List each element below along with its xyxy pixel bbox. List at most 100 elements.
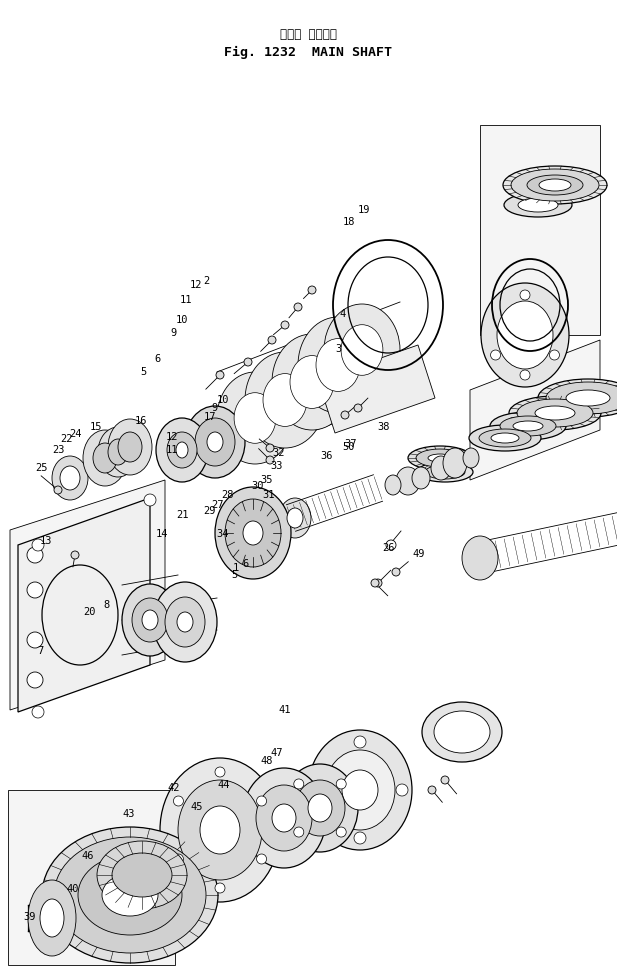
Ellipse shape (263, 373, 307, 426)
Polygon shape (470, 340, 600, 480)
Circle shape (396, 784, 408, 796)
Ellipse shape (132, 598, 168, 642)
Circle shape (27, 547, 43, 563)
Text: 5: 5 (141, 368, 147, 377)
Circle shape (281, 321, 289, 329)
Text: 41: 41 (279, 705, 291, 715)
Circle shape (341, 411, 349, 419)
Ellipse shape (40, 899, 64, 937)
Text: 27: 27 (211, 500, 223, 510)
Text: 16: 16 (135, 416, 147, 426)
Ellipse shape (481, 283, 569, 387)
Ellipse shape (491, 433, 519, 443)
Text: 38: 38 (378, 422, 390, 432)
Ellipse shape (408, 446, 472, 470)
Ellipse shape (256, 785, 312, 851)
Polygon shape (480, 125, 600, 335)
Ellipse shape (425, 465, 465, 479)
Ellipse shape (417, 462, 473, 482)
Ellipse shape (122, 584, 178, 656)
Ellipse shape (416, 449, 464, 467)
Circle shape (520, 370, 530, 380)
Text: 15: 15 (89, 422, 102, 432)
Text: 5: 5 (231, 570, 238, 580)
Text: 24: 24 (69, 429, 81, 439)
Text: 13: 13 (40, 536, 52, 546)
Ellipse shape (242, 768, 326, 868)
Text: 42: 42 (168, 783, 180, 793)
Text: 45: 45 (190, 802, 202, 812)
Text: 43: 43 (122, 809, 135, 819)
Circle shape (294, 303, 302, 311)
Ellipse shape (108, 419, 152, 475)
Ellipse shape (112, 853, 172, 897)
Ellipse shape (412, 467, 430, 489)
Circle shape (257, 854, 267, 864)
Ellipse shape (142, 610, 158, 630)
Ellipse shape (272, 334, 352, 430)
Circle shape (354, 832, 366, 844)
Ellipse shape (497, 301, 553, 369)
Ellipse shape (185, 406, 245, 478)
Text: 7: 7 (37, 646, 43, 656)
Ellipse shape (272, 804, 296, 832)
Circle shape (173, 796, 183, 806)
Text: 23: 23 (52, 446, 65, 455)
Ellipse shape (342, 770, 378, 810)
Ellipse shape (503, 166, 607, 204)
Ellipse shape (462, 536, 498, 580)
Text: 10: 10 (217, 395, 230, 405)
Circle shape (294, 779, 304, 789)
Circle shape (392, 568, 400, 576)
Circle shape (268, 336, 276, 344)
Text: 29: 29 (204, 506, 216, 516)
Ellipse shape (195, 418, 235, 466)
Ellipse shape (93, 443, 117, 473)
Ellipse shape (52, 456, 88, 500)
Ellipse shape (42, 827, 218, 963)
Ellipse shape (97, 841, 187, 909)
Text: 9: 9 (171, 329, 177, 338)
Ellipse shape (324, 304, 400, 396)
Ellipse shape (479, 429, 531, 447)
Text: 4: 4 (339, 309, 346, 319)
Text: 28: 28 (221, 490, 233, 500)
Ellipse shape (469, 425, 541, 451)
Text: 11: 11 (165, 446, 178, 455)
Circle shape (216, 371, 224, 379)
Circle shape (215, 767, 225, 777)
Ellipse shape (200, 806, 240, 854)
Text: 35: 35 (260, 475, 273, 485)
Text: 44: 44 (217, 780, 230, 790)
Ellipse shape (207, 432, 223, 452)
Ellipse shape (217, 372, 293, 464)
Ellipse shape (434, 711, 490, 753)
Ellipse shape (509, 396, 601, 430)
Text: 25: 25 (36, 463, 48, 473)
Ellipse shape (517, 399, 593, 427)
Ellipse shape (153, 582, 217, 662)
Circle shape (550, 350, 560, 360)
Text: 21: 21 (176, 510, 188, 520)
Ellipse shape (83, 430, 127, 486)
Ellipse shape (156, 418, 208, 482)
Ellipse shape (160, 758, 280, 902)
Text: 11: 11 (180, 295, 193, 305)
Text: 34: 34 (216, 529, 228, 539)
Ellipse shape (234, 393, 276, 444)
Ellipse shape (538, 379, 617, 417)
Text: 26: 26 (383, 543, 395, 553)
Ellipse shape (177, 612, 193, 632)
Ellipse shape (396, 467, 420, 495)
Text: 47: 47 (270, 748, 283, 758)
Text: 19: 19 (358, 205, 370, 214)
Text: 31: 31 (262, 490, 275, 500)
Text: 6: 6 (242, 559, 249, 568)
Ellipse shape (215, 487, 291, 579)
Polygon shape (8, 790, 175, 965)
Circle shape (354, 736, 366, 748)
Circle shape (144, 494, 156, 506)
Ellipse shape (279, 498, 311, 538)
Ellipse shape (511, 169, 599, 201)
Circle shape (266, 456, 274, 464)
